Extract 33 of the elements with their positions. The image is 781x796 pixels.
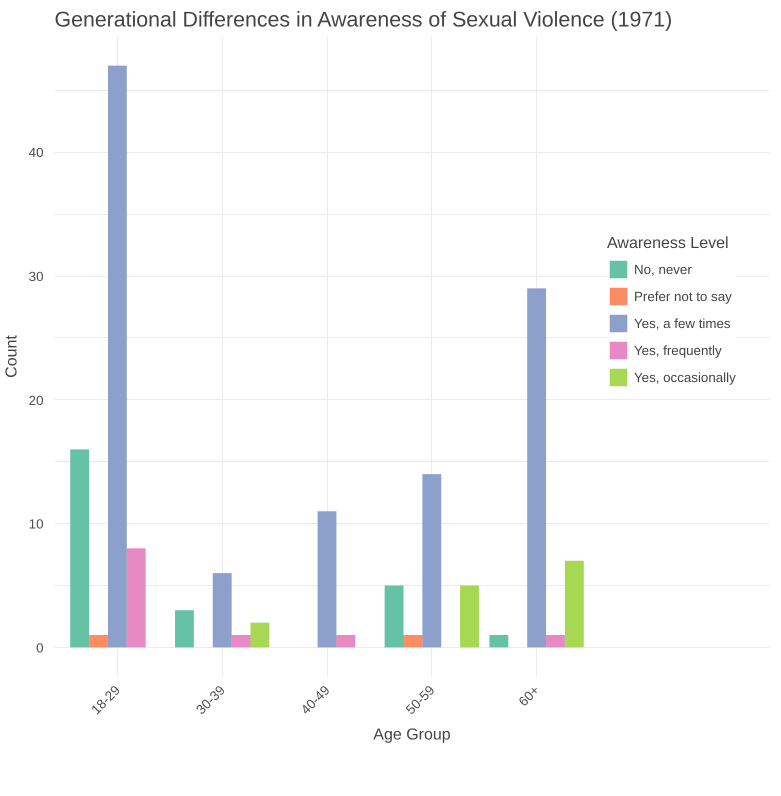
- bar: [460, 586, 479, 648]
- legend-label: Yes, a few times: [634, 316, 731, 330]
- bar: [318, 511, 336, 648]
- bar: [126, 548, 146, 648]
- legend-label: Yes, occasionally: [634, 370, 736, 384]
- bar: [546, 635, 565, 648]
- y-tick-label: 40: [28, 145, 44, 160]
- y-tick-label: 30: [28, 269, 44, 284]
- bar: [212, 573, 232, 648]
- x-axis-title: Age Group: [373, 726, 451, 744]
- x-tick-label: 60+: [516, 682, 542, 710]
- bar: [404, 635, 422, 648]
- legend-label: No, never: [634, 262, 692, 276]
- y-tick-label: 20: [28, 392, 44, 408]
- y-tick-label: 0: [36, 640, 44, 656]
- bar: [108, 66, 127, 648]
- y-tick-label: 10: [28, 516, 44, 532]
- bar: [250, 622, 270, 648]
- bar: [489, 635, 508, 648]
- bar: [527, 288, 546, 648]
- bar: [422, 474, 442, 648]
- legend-label: Yes, frequently: [634, 342, 722, 358]
- chart-title: Generational Differences in Awareness of Sexual Violence (1971): [54, 8, 672, 32]
- bar: [384, 586, 404, 648]
- y-axis-title: Count: [4, 334, 21, 378]
- bar: [336, 635, 356, 648]
- bar: [70, 449, 90, 648]
- bar: [564, 560, 584, 648]
- bar: [89, 635, 108, 648]
- legend-title: Awareness Level: [607, 235, 730, 253]
- bar: [232, 635, 250, 648]
- bar: [175, 610, 194, 648]
- legend-label: Prefer not to say: [634, 288, 732, 304]
